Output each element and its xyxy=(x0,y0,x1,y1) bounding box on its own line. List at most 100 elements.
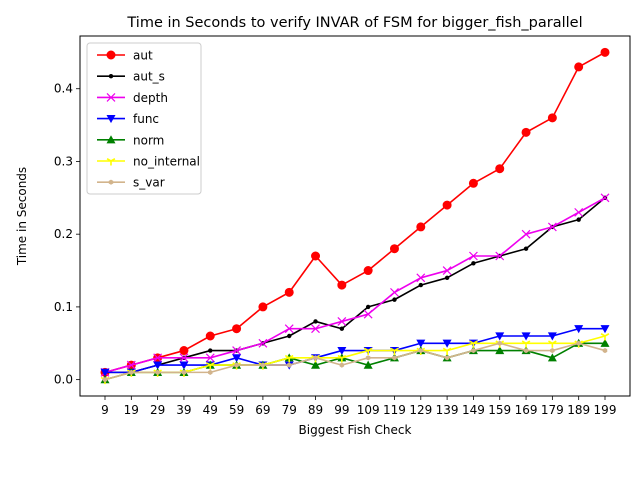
data-point xyxy=(102,377,108,383)
data-point xyxy=(311,324,320,334)
series-line xyxy=(104,197,606,374)
data-point xyxy=(365,304,371,310)
x-tick-label: 69 xyxy=(255,403,270,417)
x-tick-label: 9 xyxy=(101,403,109,417)
data-point xyxy=(418,282,423,288)
x-tick-label: 89 xyxy=(308,403,323,417)
x-tick-label: 159 xyxy=(488,403,511,417)
data-point xyxy=(311,360,321,369)
x-tick-label: 19 xyxy=(124,403,139,417)
legend-label: no_internal xyxy=(133,155,200,169)
data-point xyxy=(179,353,189,363)
legend-label: s_var xyxy=(133,176,165,190)
x-tick-label: 149 xyxy=(462,403,485,417)
x-tick-label: 139 xyxy=(436,403,459,417)
data-point xyxy=(418,347,424,354)
x-tick-label: 79 xyxy=(282,403,297,417)
data-point xyxy=(574,62,584,72)
data-point xyxy=(208,348,213,353)
x-tick-label: 49 xyxy=(203,403,218,417)
data-point xyxy=(100,368,110,377)
data-point xyxy=(600,193,610,203)
data-point xyxy=(495,346,505,355)
data-point xyxy=(390,347,399,356)
x-axis-label: Biggest Fish Check xyxy=(299,423,412,437)
legend-item: aut_s xyxy=(97,70,165,84)
legend-box xyxy=(86,42,202,195)
legend-item: norm xyxy=(97,133,164,147)
data-point xyxy=(497,340,502,346)
data-point xyxy=(523,347,529,354)
data-point xyxy=(390,287,399,297)
data-point xyxy=(469,340,478,348)
x-tick-label: 39 xyxy=(176,403,191,417)
series-s-var xyxy=(102,340,608,383)
legend-marker xyxy=(106,50,116,60)
data-point xyxy=(337,354,347,363)
plot-series xyxy=(100,47,610,385)
data-point xyxy=(339,362,345,368)
data-point xyxy=(284,354,294,363)
x-tick-label: 109 xyxy=(357,403,380,417)
series-line xyxy=(104,51,606,374)
x-axis-ticks: 9 19 29 39 49 59 69 79 89 99 109 119 129 139 149 159 169… xyxy=(101,396,616,417)
data-point xyxy=(576,340,581,346)
data-point xyxy=(600,325,610,334)
data-point xyxy=(495,251,505,261)
data-point xyxy=(363,360,373,369)
data-point xyxy=(521,229,531,239)
data-point xyxy=(521,332,531,341)
data-point xyxy=(547,113,557,123)
x-tick-label: 119 xyxy=(383,403,406,417)
data-point xyxy=(337,346,347,356)
data-point xyxy=(287,333,292,339)
data-point xyxy=(234,362,239,368)
data-point xyxy=(179,361,189,370)
series-line xyxy=(104,342,606,381)
data-point xyxy=(442,339,452,348)
data-point xyxy=(442,347,452,356)
data-point xyxy=(258,338,268,348)
series-depth xyxy=(100,193,610,377)
data-point xyxy=(600,47,610,57)
legend-label: aut_s xyxy=(133,70,165,84)
data-point xyxy=(232,354,242,363)
y-tick-label: 0.1 xyxy=(54,300,73,314)
data-point xyxy=(468,178,478,188)
chart-title: Time in Seconds to verify INVAR of FSM f… xyxy=(126,15,582,31)
series-aut xyxy=(100,47,610,377)
data-point xyxy=(548,340,557,348)
x-tick-label: 129 xyxy=(409,403,432,417)
data-point xyxy=(547,353,557,362)
series-line xyxy=(105,327,605,374)
y-tick-label: 0.4 xyxy=(54,82,73,96)
data-point xyxy=(284,324,294,334)
x-tick-label: 99 xyxy=(334,403,349,417)
data-point xyxy=(495,164,505,174)
data-point xyxy=(416,339,426,348)
data-point xyxy=(205,353,215,363)
data-point xyxy=(232,346,242,355)
data-point xyxy=(337,317,347,326)
data-point xyxy=(521,127,531,137)
data-point xyxy=(576,217,581,222)
data-point xyxy=(495,332,505,341)
y-tick-label: 0.0 xyxy=(54,373,73,387)
data-point xyxy=(129,369,134,375)
data-point xyxy=(442,200,452,210)
data-point xyxy=(363,266,373,276)
data-point xyxy=(547,332,557,341)
data-point xyxy=(205,331,215,341)
data-point xyxy=(313,355,318,361)
data-point xyxy=(574,207,584,217)
data-point xyxy=(339,326,345,331)
legend-item: s_var xyxy=(97,176,165,190)
x-tick-label: 29 xyxy=(150,403,165,417)
data-point xyxy=(550,347,555,354)
legend-label: func xyxy=(133,112,159,126)
data-point xyxy=(153,353,163,363)
data-point xyxy=(311,251,321,261)
y-tick-label: 0.3 xyxy=(54,154,73,168)
